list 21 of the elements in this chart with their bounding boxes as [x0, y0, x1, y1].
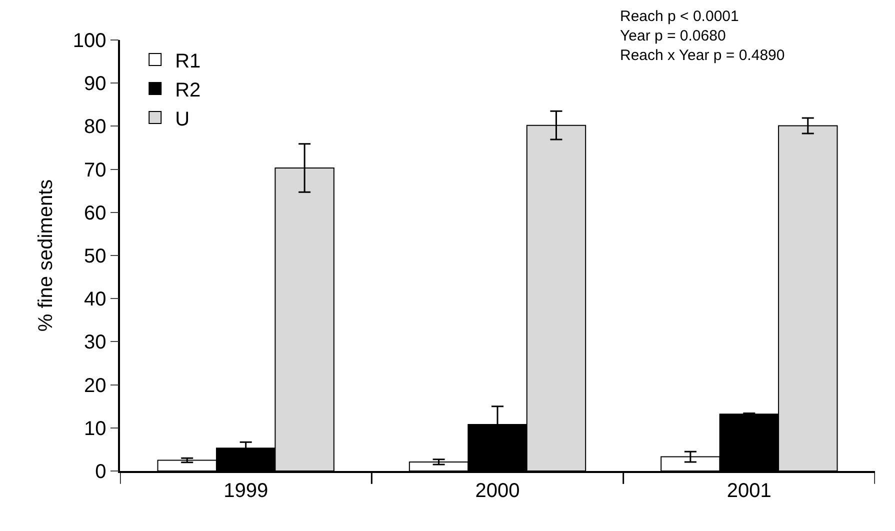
legend-label: U	[175, 108, 190, 130]
annotation: Year p = 0.0680	[620, 28, 726, 44]
y-tick-label: 30	[84, 332, 106, 354]
y-tick-label: 80	[84, 116, 106, 138]
text: Reach p < 0.0001	[620, 8, 739, 25]
x-tick-label: 2001	[726, 480, 772, 502]
x-tick-label: 1999	[224, 480, 268, 502]
x-tick-label: 2000	[475, 480, 520, 502]
y-tick-label: 0	[95, 461, 106, 483]
y-tick-label: 10	[84, 418, 106, 440]
y-tick-label: 40	[84, 288, 106, 311]
y-tick-label: 100	[72, 30, 106, 52]
y-tick-label: 90	[84, 73, 106, 96]
y-tick-label: 70	[84, 159, 106, 182]
annotation: Reach x Year p = 0.4890	[620, 47, 785, 64]
legend-label: R1	[175, 50, 201, 72]
y-tick-label: 60	[84, 202, 106, 224]
legend-label: R2	[175, 79, 201, 102]
y-tick-label: 20	[84, 374, 106, 397]
y-tick-label: 50	[84, 246, 106, 268]
y-axis-title: % fine sediments	[34, 179, 57, 332]
